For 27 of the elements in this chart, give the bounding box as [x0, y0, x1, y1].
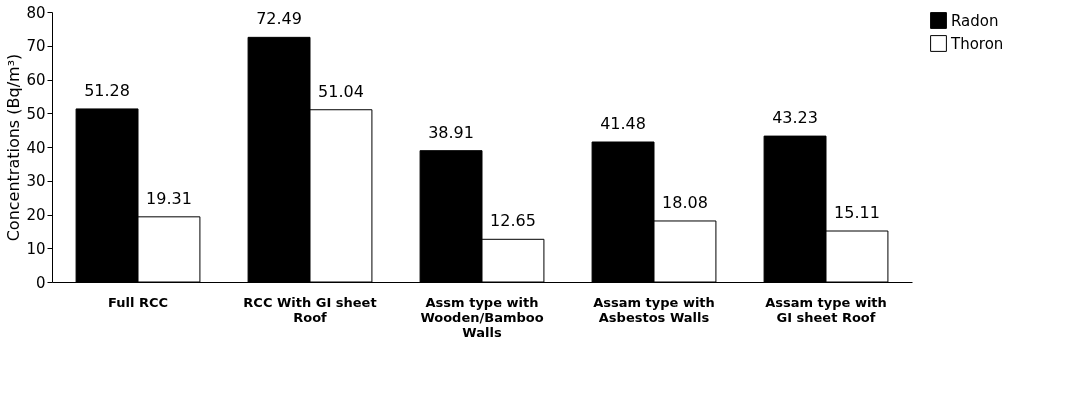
data-label: 12.65 — [490, 211, 536, 231]
x-tick-label: Assam type with GI sheet Roof — [765, 294, 887, 325]
y-tick-label: 60 — [26, 71, 46, 89]
legend-label: Radon — [951, 11, 999, 30]
y-tick-label: 20 — [26, 206, 46, 224]
x-tick-label: Full RCC — [107, 294, 169, 310]
y-tick-label: 80 — [26, 3, 46, 22]
y-tick-label: 50 — [26, 104, 46, 123]
legend-label: Thoron — [950, 34, 1004, 53]
data-label: 51.28 — [84, 80, 130, 100]
x-tick-label: Assam type with Asbestos Walls — [593, 294, 715, 325]
data-label: 15.11 — [834, 203, 880, 222]
y-tick-label: 10 — [26, 239, 46, 258]
y-tick-label: 0 — [35, 273, 46, 292]
x-tick-label: Assm type with Wooden/Bamboo Walls — [420, 294, 544, 340]
x-tick-label: RCC With GI sheet Roof — [243, 294, 377, 325]
y-tick-label: 70 — [26, 37, 46, 56]
data-label: 51.04 — [318, 81, 364, 101]
data-label: 19.31 — [146, 188, 192, 208]
data-label: 18.08 — [662, 192, 708, 212]
data-label: 72.49 — [256, 9, 302, 29]
data-label: 41.48 — [600, 114, 646, 134]
data-label: 38.91 — [428, 122, 474, 142]
data-label: 43.23 — [772, 108, 818, 128]
y-tick-label: 30 — [26, 172, 46, 191]
y-tick-label: 40 — [26, 138, 46, 157]
y-axis-title: Concentrations (Bq/m³) — [4, 53, 24, 242]
